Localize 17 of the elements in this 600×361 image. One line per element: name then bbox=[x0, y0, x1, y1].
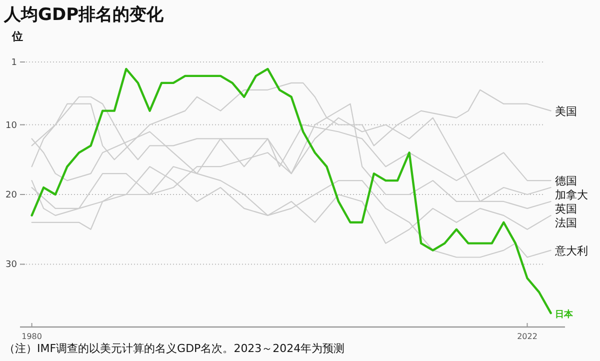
text: （注）IMF调查的以美元计算的名义GDP名次。2023～2024年为预测 bbox=[4, 342, 345, 355]
y-tick-label: 20 bbox=[6, 190, 18, 200]
line-series bbox=[30, 68, 552, 314]
y-tick-label: 1 bbox=[11, 58, 17, 68]
x-tick-label: 2022 bbox=[517, 332, 538, 341]
y-axis-title: 位 bbox=[11, 30, 23, 43]
series-label: 加拿大 bbox=[554, 188, 588, 202]
series-label: 意大利 bbox=[554, 244, 588, 258]
y-tick-label: 10 bbox=[6, 120, 18, 131]
series-label: 英国 bbox=[554, 202, 577, 216]
y-tick-label: 30 bbox=[6, 260, 18, 270]
series-label: 德国 bbox=[554, 174, 577, 188]
series-label: 日本 bbox=[554, 309, 574, 320]
x-tick-label: 1980 bbox=[22, 332, 42, 341]
series-label: 法国 bbox=[554, 216, 577, 230]
series-label: 美国 bbox=[554, 104, 577, 118]
chart-title: 人均GDP排名的变化 bbox=[3, 5, 165, 25]
